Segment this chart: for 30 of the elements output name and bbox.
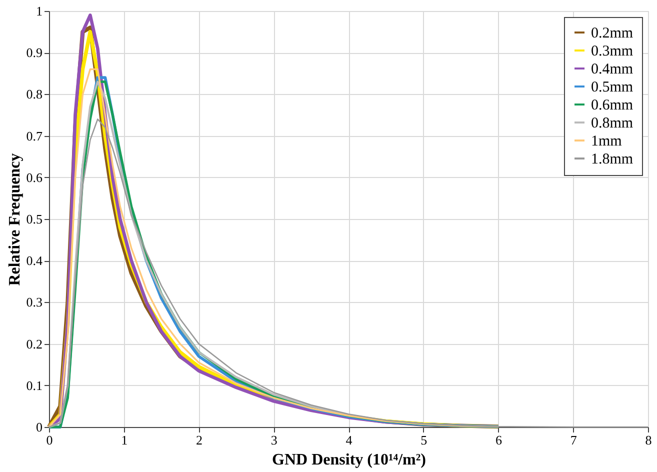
y-tick-label: 0.9 [26,45,42,60]
legend-label: 0.8mm [591,116,634,132]
y-tick-label: 0.4 [26,253,43,268]
y-tick-label: 1 [36,4,42,18]
legend-label: 1mm [591,134,622,150]
legend-label: 1.8mm [591,152,634,168]
x-tick-label: 4 [346,432,353,448]
y-tick-label: 0 [36,420,42,434]
y-tick-label: 0.8 [26,86,42,102]
y-tick-label: 0.5 [26,212,42,226]
x-tick-label: 3 [270,432,278,448]
legend-label: 0.2mm [591,26,634,42]
x-axis-title: GND Density (10¹⁴/m²) [272,452,426,468]
y-tick-label: 0.7 [26,128,43,144]
x-tick-label: 5 [420,432,428,448]
legend-label: 0.5mm [591,80,634,96]
x-tick-label: 2 [196,432,202,448]
x-tick-label: 8 [645,432,652,448]
legend-label: 0.6mm [591,98,634,114]
y-axis-title: Relative Frequency [6,153,24,286]
legend-label: 0.4mm [591,62,634,78]
y-tick-label: 0.3 [26,294,42,310]
x-tick-label: 7 [570,432,578,448]
x-tick-label: 0 [46,432,53,448]
y-tick-label: 0.6 [26,170,43,185]
x-tick-label: 6 [496,432,502,448]
y-tick-label: 0.1 [26,378,42,393]
legend-label: 0.3mm [591,44,634,60]
x-tick-label: 1 [121,432,128,448]
y-tick-label: 0.2 [26,336,42,352]
